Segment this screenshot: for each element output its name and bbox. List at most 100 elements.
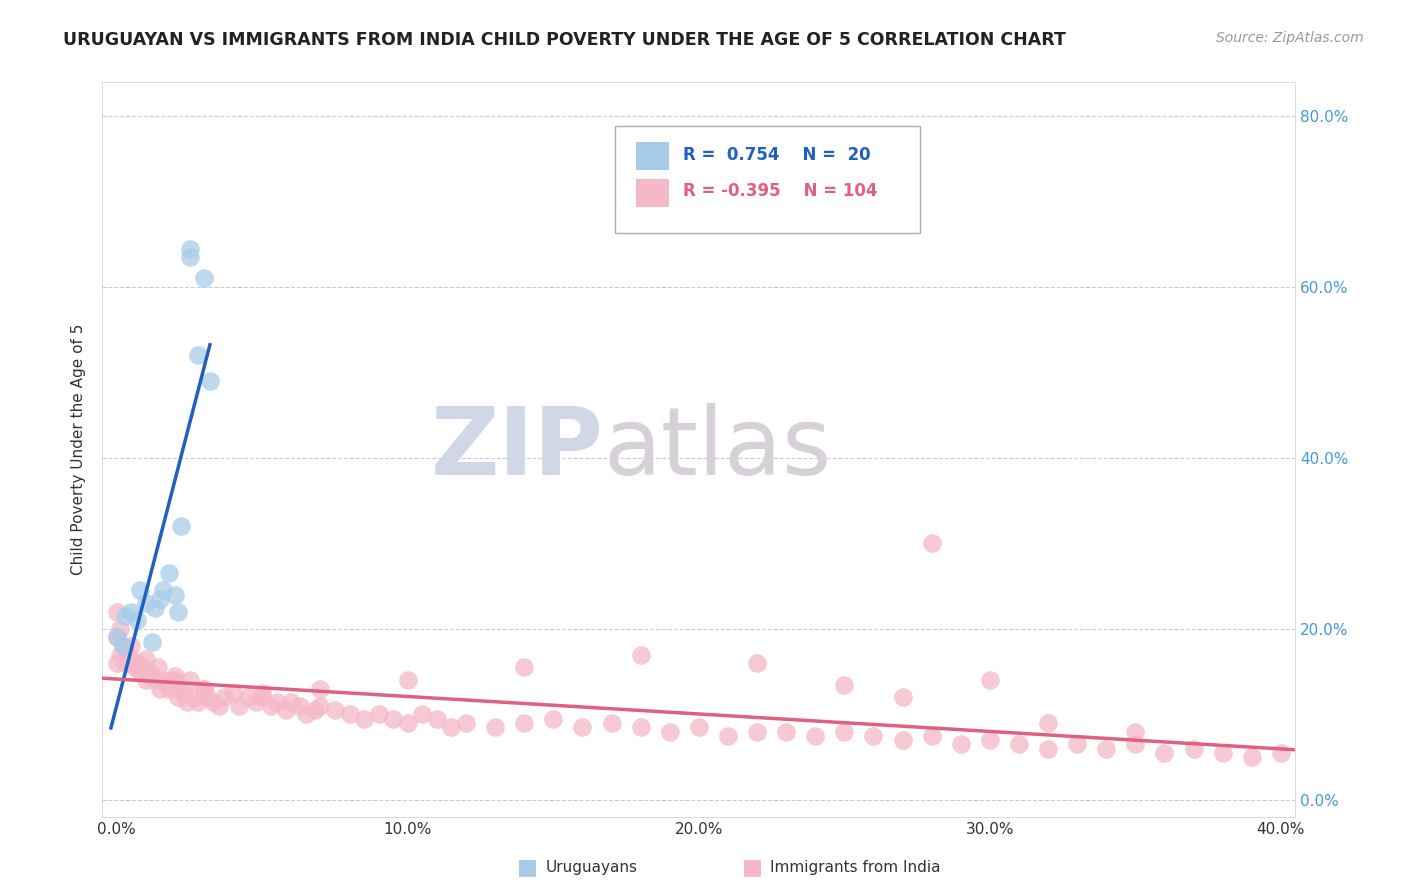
Point: [108, 648, 131, 662]
Point: [187, 695, 209, 709]
Point: [280, 695, 302, 709]
Point: [862, 729, 884, 743]
Point: [323, 703, 346, 717]
Point: [143, 673, 166, 688]
Point: [152, 583, 174, 598]
Point: [309, 681, 332, 696]
Point: [117, 648, 139, 662]
Point: [155, 677, 177, 691]
Point: [105, 631, 128, 645]
Point: [396, 673, 419, 688]
Point: [274, 703, 297, 717]
Point: [979, 733, 1001, 747]
Point: [266, 695, 288, 709]
Point: [122, 660, 145, 674]
Point: [1270, 746, 1292, 760]
Point: [382, 712, 405, 726]
Text: ■: ■: [517, 857, 537, 877]
Point: [135, 673, 157, 688]
Point: [1125, 737, 1147, 751]
Text: R =  0.754    N =  20: R = 0.754 N = 20: [683, 145, 870, 163]
Point: [309, 698, 332, 713]
Point: [630, 720, 652, 734]
Point: [173, 686, 195, 700]
Point: [141, 669, 163, 683]
Point: [157, 681, 180, 696]
Point: [108, 622, 131, 636]
Point: [834, 724, 856, 739]
Point: [745, 724, 768, 739]
Point: [426, 712, 449, 726]
Point: [179, 250, 201, 264]
Point: [252, 690, 274, 705]
Point: [367, 707, 389, 722]
Point: [891, 733, 914, 747]
Point: [105, 605, 128, 619]
Point: [804, 729, 827, 743]
Point: [949, 737, 972, 751]
Point: [187, 348, 209, 362]
Point: [146, 660, 169, 674]
Text: ZIP: ZIP: [430, 403, 603, 495]
Point: [105, 656, 128, 670]
Point: [167, 605, 190, 619]
Point: [1095, 741, 1118, 756]
Point: [143, 600, 166, 615]
Point: [149, 592, 172, 607]
Point: [163, 588, 186, 602]
Point: [170, 681, 193, 696]
Point: [129, 583, 152, 598]
Point: [138, 665, 160, 679]
Point: [1212, 746, 1234, 760]
Point: [111, 639, 134, 653]
Point: [114, 609, 136, 624]
Point: [236, 690, 259, 705]
Point: [571, 720, 593, 734]
Point: [1036, 716, 1059, 731]
Point: [353, 712, 375, 726]
Point: [1182, 741, 1205, 756]
Point: [834, 677, 856, 691]
Point: [717, 729, 740, 743]
Point: [1066, 737, 1088, 751]
Point: [127, 614, 149, 628]
Point: [179, 242, 201, 256]
Text: Source: ZipAtlas.com: Source: ZipAtlas.com: [1216, 31, 1364, 45]
Point: [396, 716, 419, 731]
Point: [775, 724, 797, 739]
Point: [163, 673, 186, 688]
Point: [921, 536, 943, 550]
Point: [111, 639, 134, 653]
Point: [658, 724, 681, 739]
Point: [484, 720, 506, 734]
Point: [921, 729, 943, 743]
Point: [193, 681, 215, 696]
Point: [1153, 746, 1175, 760]
Point: [979, 673, 1001, 688]
Point: [201, 695, 224, 709]
Point: [339, 707, 361, 722]
Point: [630, 648, 652, 662]
Text: R = -0.395    N = 104: R = -0.395 N = 104: [683, 183, 877, 201]
Point: [260, 698, 283, 713]
Point: [129, 665, 152, 679]
Point: [513, 660, 536, 674]
FancyBboxPatch shape: [636, 179, 669, 207]
Point: [252, 686, 274, 700]
Point: [1036, 741, 1059, 756]
Y-axis label: Child Poverty Under the Age of 5: Child Poverty Under the Age of 5: [72, 324, 86, 575]
Point: [167, 690, 190, 705]
Point: [184, 690, 207, 705]
Point: [152, 673, 174, 688]
Point: [149, 681, 172, 696]
Point: [195, 690, 218, 705]
Text: Uruguayans: Uruguayans: [546, 860, 637, 874]
Point: [214, 690, 236, 705]
Point: [176, 695, 198, 709]
Point: [543, 712, 565, 726]
Point: [120, 652, 142, 666]
Point: [1008, 737, 1031, 751]
Point: [454, 716, 477, 731]
FancyBboxPatch shape: [636, 142, 669, 170]
Point: [135, 596, 157, 610]
